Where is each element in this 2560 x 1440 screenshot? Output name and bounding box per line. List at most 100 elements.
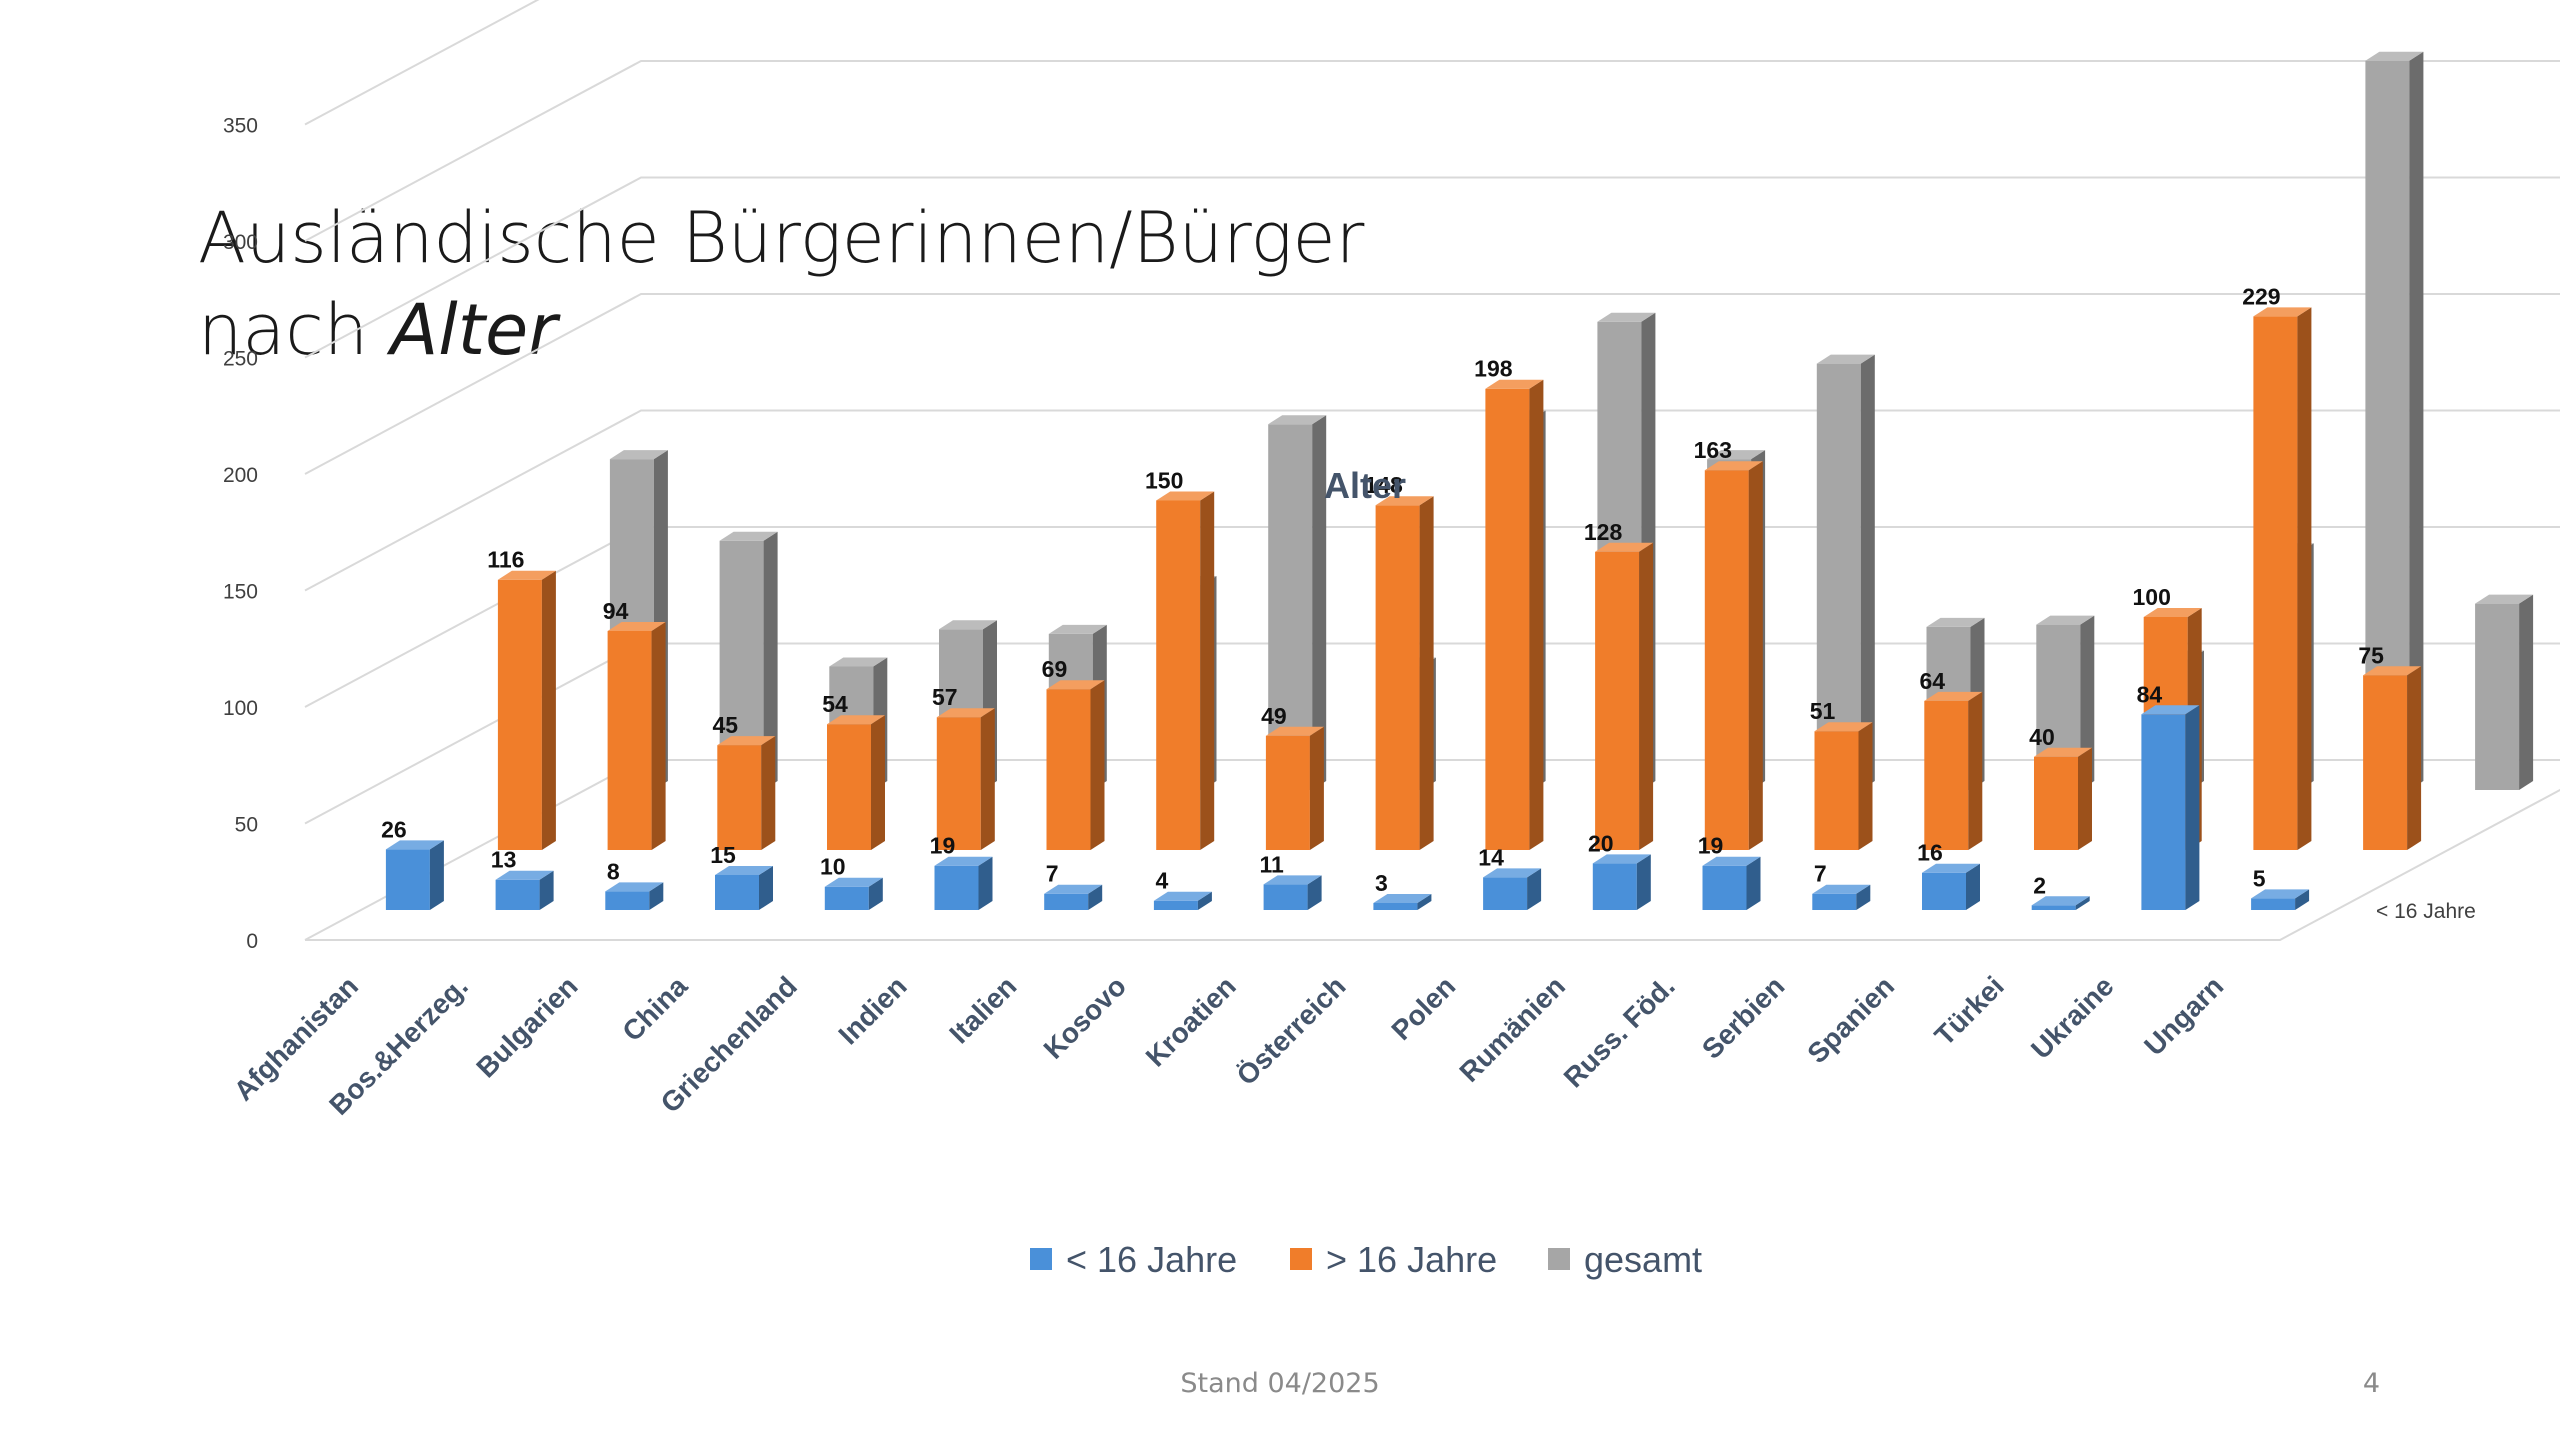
bar-top	[1704, 461, 1763, 471]
legend-swatch	[1290, 1248, 1312, 1270]
bar-under-16	[2251, 889, 2310, 910]
bar-front	[607, 631, 652, 850]
bar-side	[1312, 415, 1327, 790]
label-over-16: 45	[713, 712, 739, 738]
bar-side	[978, 856, 993, 910]
bar-side	[1419, 496, 1434, 850]
bar-under-16	[605, 882, 664, 910]
bar-front	[1265, 735, 1310, 850]
bar-front	[827, 724, 871, 850]
bar-under-16	[1812, 884, 1871, 910]
slide-title-italic: Alter	[390, 289, 558, 371]
category-label-oesterreich: Österreich	[1231, 970, 1352, 1091]
label-over-16: 163	[1694, 437, 1732, 463]
bar-top	[609, 450, 668, 460]
y-tick-label: 100	[223, 697, 258, 720]
label-under-16: 19	[930, 833, 956, 859]
bar-total	[1816, 354, 1875, 790]
bar-under-16	[1922, 863, 1980, 910]
bar-front	[497, 579, 542, 850]
bar-side	[541, 570, 556, 850]
bar-over-16	[1265, 726, 1324, 850]
bar-top	[2031, 896, 2090, 906]
label-over-16: 100	[2133, 584, 2171, 610]
bar-top	[2363, 666, 2422, 676]
label-over-16: 198	[1474, 356, 1513, 382]
bar-under-16	[1373, 894, 1432, 910]
bar-side	[1966, 863, 1980, 910]
bar-top	[1707, 450, 1766, 460]
gridline	[304, 0, 540, 126]
y-tick-label: 150	[223, 581, 258, 604]
bar-front	[1044, 893, 1089, 910]
bar-total	[1268, 415, 1327, 790]
bar-top	[1597, 312, 1656, 322]
label-over-16: 57	[932, 684, 958, 710]
bar-front	[717, 745, 762, 850]
label-under-16: 84	[2137, 681, 2163, 707]
bar-top	[1702, 856, 1761, 866]
bar-top	[2365, 51, 2424, 61]
y-tick-label: 300	[223, 231, 258, 254]
y-tick-label: 0	[246, 930, 258, 953]
bar-side	[1417, 894, 1432, 910]
bar-side	[1856, 884, 1871, 910]
bar-side	[1088, 884, 1103, 910]
bar-top	[824, 877, 883, 887]
label-under-16: 8	[607, 858, 620, 884]
bar-side	[2519, 594, 2534, 790]
bar-side	[1968, 691, 1983, 850]
bar-top	[607, 622, 666, 631]
bar-top	[1812, 884, 1871, 894]
bar-total	[719, 531, 778, 790]
bar-over-16	[1704, 461, 1763, 850]
label-under-16: 3	[1375, 870, 1388, 896]
bar-side	[1197, 891, 1212, 910]
bar-over-16	[936, 708, 995, 850]
bar-front	[1483, 877, 1528, 910]
bar-top	[719, 531, 778, 541]
category-label-bulgarien: Bulgarien	[470, 970, 583, 1083]
label-over-16: 69	[1042, 656, 1068, 682]
category-label-rumaenien: Rumänien	[1453, 970, 1571, 1088]
gridline	[304, 176, 2560, 359]
bar-side	[1090, 680, 1105, 850]
bar-top	[715, 866, 773, 875]
bar-side	[1529, 379, 1544, 850]
bar-front	[1046, 689, 1091, 850]
bar-front	[719, 540, 764, 790]
label-under-16: 10	[820, 854, 846, 880]
label-under-16: 19	[1698, 833, 1724, 859]
bar-side	[429, 840, 444, 910]
bar-front	[2141, 714, 2186, 910]
label-under-16: 16	[1917, 840, 1943, 866]
label-over-16: 49	[1261, 703, 1287, 729]
bar-top	[2141, 705, 2200, 715]
bar-under-16	[1702, 856, 1761, 910]
bar-front	[824, 886, 869, 910]
slide-title-line-2: nach Alter	[198, 284, 1364, 376]
category-label-italien: Italien	[943, 970, 1022, 1049]
bar-under-16	[2031, 896, 2090, 910]
bar-side	[761, 736, 776, 850]
bar-side	[1860, 354, 1875, 790]
label-under-16: 2	[2033, 872, 2046, 898]
legend-label: gesamt	[1584, 1239, 1702, 1280]
category-label-indien: Indien	[832, 970, 912, 1050]
bar-top	[1485, 379, 1544, 389]
bar-side	[1307, 875, 1322, 910]
y-tick-label: 200	[223, 464, 258, 487]
bar-under-16	[1592, 854, 1651, 910]
bar-over-16	[2253, 307, 2312, 850]
bar-top	[829, 657, 888, 667]
bar-side	[2297, 307, 2312, 850]
bar-front	[1704, 470, 1749, 850]
label-over-16: 229	[2242, 283, 2280, 309]
bar-front	[1924, 700, 1969, 850]
bar-side	[1639, 542, 1654, 850]
y-tick-label: 350	[223, 115, 258, 138]
bar-front	[1702, 865, 1747, 910]
bar-top	[936, 708, 995, 718]
bar-side	[980, 708, 995, 850]
bar-side	[763, 531, 778, 790]
